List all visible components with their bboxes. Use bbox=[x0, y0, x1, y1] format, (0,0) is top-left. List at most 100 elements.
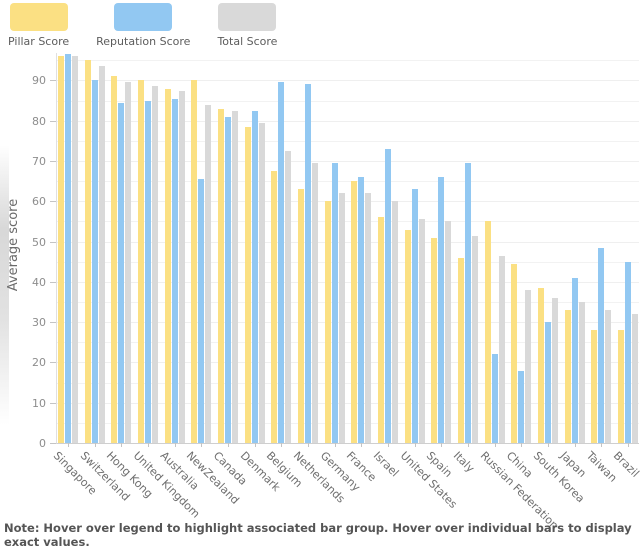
gridline bbox=[57, 181, 639, 183]
bar[interactable] bbox=[58, 56, 64, 443]
y-axis-tick-label: 30 bbox=[32, 316, 46, 330]
bar[interactable] bbox=[312, 163, 318, 443]
bar[interactable] bbox=[378, 217, 384, 443]
bar[interactable] bbox=[365, 193, 372, 443]
bar[interactable] bbox=[138, 80, 144, 443]
bar[interactable] bbox=[338, 193, 345, 443]
bar[interactable] bbox=[218, 108, 224, 443]
bar[interactable] bbox=[98, 66, 105, 443]
bar[interactable] bbox=[205, 104, 212, 443]
bar-group-hong-kong bbox=[111, 76, 132, 443]
bar[interactable] bbox=[244, 126, 251, 443]
bar[interactable] bbox=[285, 150, 292, 443]
bar[interactable] bbox=[152, 86, 158, 443]
bar[interactable] bbox=[271, 171, 278, 443]
bar[interactable] bbox=[392, 201, 398, 443]
plot-area bbox=[56, 53, 639, 447]
total-score-swatch[interactable] bbox=[218, 3, 277, 31]
bar[interactable] bbox=[578, 302, 585, 443]
bar[interactable] bbox=[178, 90, 185, 443]
bar[interactable] bbox=[351, 181, 358, 443]
bar[interactable] bbox=[511, 263, 518, 443]
bar[interactable] bbox=[605, 310, 612, 443]
x-axis-tick bbox=[68, 443, 69, 447]
y-axis-tick bbox=[50, 201, 56, 203]
bar[interactable] bbox=[65, 54, 71, 443]
gridline bbox=[57, 221, 639, 223]
gridline bbox=[57, 140, 639, 142]
bar[interactable] bbox=[411, 189, 418, 443]
bar[interactable] bbox=[258, 122, 265, 443]
y-axis-tick bbox=[50, 281, 56, 283]
bar-group-germany bbox=[324, 163, 345, 443]
bar[interactable] bbox=[251, 110, 258, 443]
bar[interactable] bbox=[632, 314, 638, 443]
gridline bbox=[57, 60, 639, 62]
bar[interactable] bbox=[472, 235, 478, 443]
bar[interactable] bbox=[465, 163, 471, 443]
bar[interactable] bbox=[552, 298, 558, 443]
pillar-score-swatch[interactable] bbox=[9, 3, 68, 31]
bar[interactable] bbox=[625, 261, 631, 443]
bar[interactable] bbox=[598, 247, 605, 443]
bar[interactable] bbox=[298, 189, 304, 443]
bar[interactable] bbox=[484, 221, 491, 443]
bar[interactable] bbox=[618, 330, 624, 443]
bar[interactable] bbox=[538, 287, 544, 443]
bar-group-south-korea bbox=[538, 287, 558, 443]
bar[interactable] bbox=[232, 110, 238, 443]
bar[interactable] bbox=[445, 221, 452, 443]
y-axis-tick bbox=[50, 402, 56, 404]
bar[interactable] bbox=[198, 179, 205, 443]
bar[interactable] bbox=[331, 163, 338, 443]
gridline bbox=[57, 402, 639, 404]
bar[interactable] bbox=[125, 82, 132, 443]
x-axis-tick bbox=[148, 443, 149, 447]
y-axis-tick-label: 60 bbox=[32, 195, 46, 209]
bar[interactable] bbox=[91, 80, 98, 443]
bar[interactable] bbox=[191, 80, 198, 443]
bar[interactable] bbox=[145, 100, 151, 443]
legend-item-total-score[interactable]: Total Score bbox=[217, 3, 277, 48]
bar[interactable] bbox=[171, 98, 178, 443]
bar[interactable] bbox=[324, 201, 331, 443]
bar[interactable] bbox=[591, 330, 598, 443]
x-axis-tick bbox=[121, 443, 123, 447]
y-axis-tick-label: 90 bbox=[32, 74, 46, 88]
bar[interactable] bbox=[385, 148, 391, 443]
bar-group-belgium bbox=[271, 82, 292, 443]
bar[interactable] bbox=[404, 229, 411, 443]
y-axis-tick bbox=[50, 241, 56, 243]
bar[interactable] bbox=[525, 289, 532, 443]
bar[interactable] bbox=[571, 277, 578, 443]
bar[interactable] bbox=[458, 257, 464, 443]
bar[interactable] bbox=[418, 219, 425, 443]
bar[interactable] bbox=[491, 354, 498, 443]
bar[interactable] bbox=[84, 60, 91, 443]
x-axis-tick bbox=[441, 443, 443, 447]
gridline bbox=[57, 120, 639, 122]
bar[interactable] bbox=[518, 370, 525, 443]
bar[interactable] bbox=[225, 116, 231, 443]
x-axis-tick bbox=[174, 443, 176, 447]
bar-group-netherlands bbox=[298, 84, 318, 443]
bar[interactable] bbox=[564, 310, 571, 443]
bar[interactable] bbox=[438, 177, 445, 443]
y-axis-tick bbox=[50, 160, 56, 162]
legend-item-pillar-score[interactable]: Pillar Score bbox=[8, 3, 69, 48]
bar[interactable] bbox=[118, 102, 125, 443]
bar[interactable] bbox=[498, 255, 505, 443]
bar[interactable] bbox=[305, 84, 311, 443]
bar-chart: Pillar Score Reputation Score Total Scor… bbox=[0, 3, 640, 532]
bar[interactable] bbox=[72, 56, 78, 443]
bar[interactable] bbox=[358, 177, 365, 443]
y-axis-tick-label: 40 bbox=[32, 275, 46, 289]
bar[interactable] bbox=[545, 322, 551, 443]
bar[interactable] bbox=[278, 82, 285, 443]
bar[interactable] bbox=[431, 237, 438, 443]
bar[interactable] bbox=[164, 88, 171, 443]
bar[interactable] bbox=[111, 76, 118, 443]
x-axis-tick bbox=[281, 443, 283, 447]
legend-item-reputation-score[interactable]: Reputation Score bbox=[96, 3, 190, 48]
reputation-score-swatch[interactable] bbox=[114, 3, 173, 31]
